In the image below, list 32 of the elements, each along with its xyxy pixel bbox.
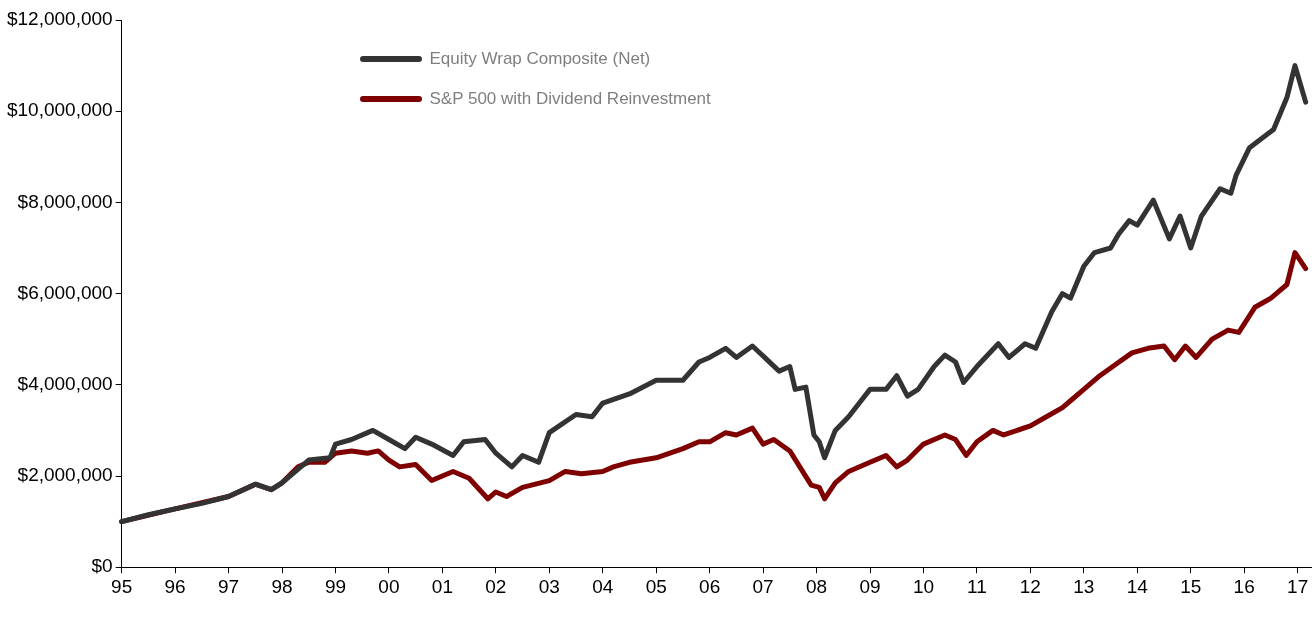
x-tick-label: 17	[1287, 575, 1309, 597]
y-tick-label: $10,000,000	[6, 99, 113, 121]
x-tick-label: 04	[592, 575, 614, 597]
x-tick-label: 13	[1073, 575, 1095, 597]
y-tick-label: $8,000,000	[17, 190, 113, 212]
x-tick-label: 03	[538, 575, 560, 597]
y-tick-label: $6,000,000	[17, 281, 113, 303]
x-tick-label: 09	[859, 575, 881, 597]
x-tick-label: 16	[1233, 575, 1255, 597]
x-tick-label: 02	[485, 575, 507, 597]
x-tick-label: 14	[1126, 575, 1149, 597]
x-tick-label: 05	[645, 575, 667, 597]
x-tick-label: 06	[699, 575, 721, 597]
x-tick-label: 08	[805, 575, 828, 597]
x-tick-label: 07	[752, 575, 774, 597]
y-tick-label: $12,000,000	[6, 8, 113, 30]
x-tick-label: 97	[218, 575, 240, 597]
x-tick-label: 00	[378, 575, 400, 597]
x-tick-label: 01	[431, 575, 453, 597]
y-tick-label: $2,000,000	[17, 464, 113, 486]
x-tick-label: 11	[967, 575, 987, 597]
x-tick-label: 96	[164, 575, 186, 597]
x-tick-label: 95	[111, 575, 133, 597]
x-tick-label: 15	[1180, 575, 1202, 597]
x-tick-label: 99	[324, 575, 347, 597]
x-tick-label: 12	[1019, 575, 1041, 597]
y-tick-label: $4,000,000	[17, 373, 113, 395]
legend-label: S&P 500 with Dividend Reinvestment	[429, 89, 711, 109]
x-tick-label: 98	[271, 575, 293, 597]
legend-label: Equity Wrap Composite (Net)	[429, 49, 651, 69]
y-tick-label: $0	[91, 555, 113, 577]
x-tick-label: 10	[912, 575, 935, 597]
